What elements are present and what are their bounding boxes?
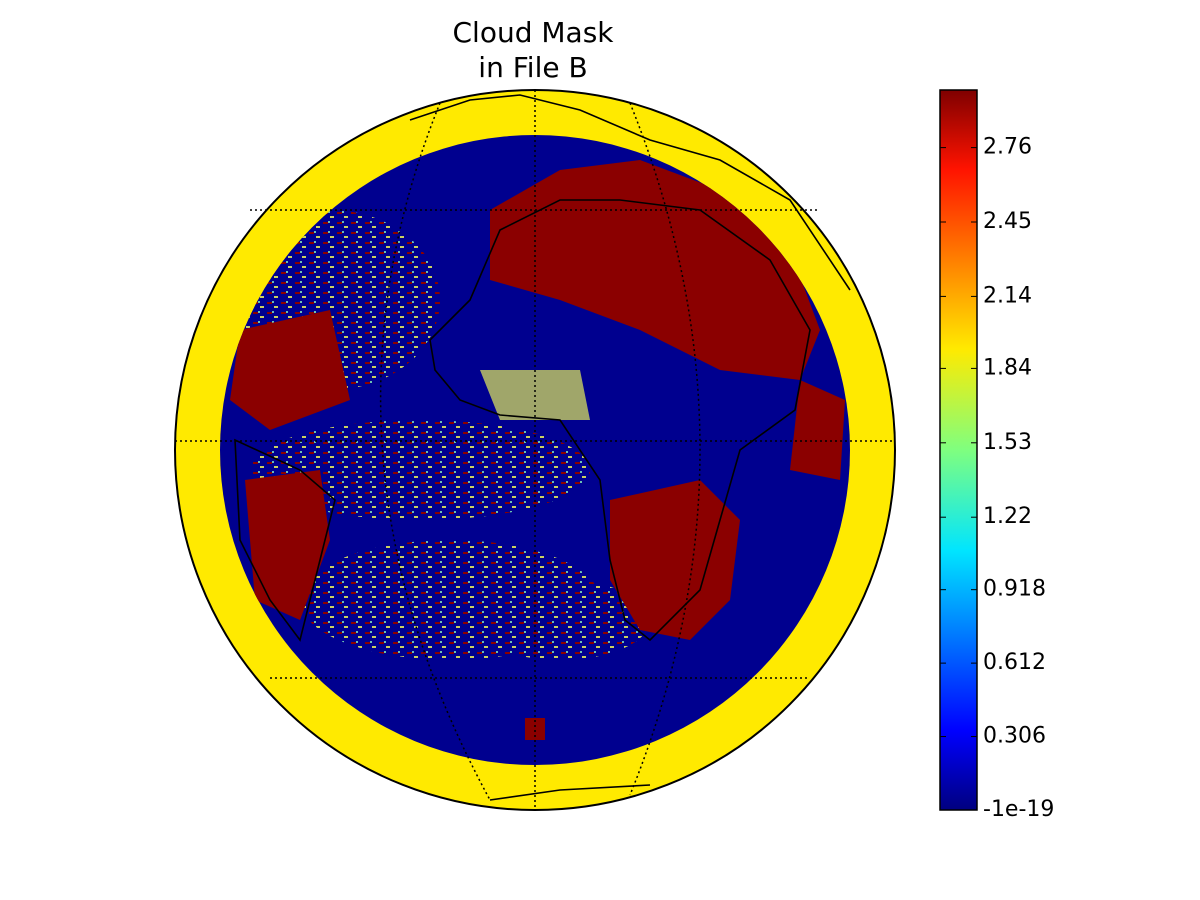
colorbar-tick-label: 1.53 [983,430,1032,455]
graticule [175,90,895,810]
colorbar-tick-label: 1.84 [983,355,1032,380]
chart-title: Cloud Mask [453,16,615,49]
colorbar-tick-label: -1e-19 [983,797,1054,822]
colorbar [939,89,978,811]
chart-subtitle: in File B [478,51,587,84]
colorbar-tick-label: 2.45 [983,209,1032,234]
coastlines [234,94,851,801]
globe [174,89,896,811]
colorbar-tick-label: 0.306 [983,724,1046,749]
colorbar-tick-label: 0.918 [983,577,1046,602]
colorbar-tick-label: 2.14 [983,283,1032,308]
colorbar-tick-label: 0.612 [983,650,1046,675]
colorbar-tick-label: 2.76 [983,135,1032,160]
colorbar-tick-label: 1.22 [983,504,1032,529]
